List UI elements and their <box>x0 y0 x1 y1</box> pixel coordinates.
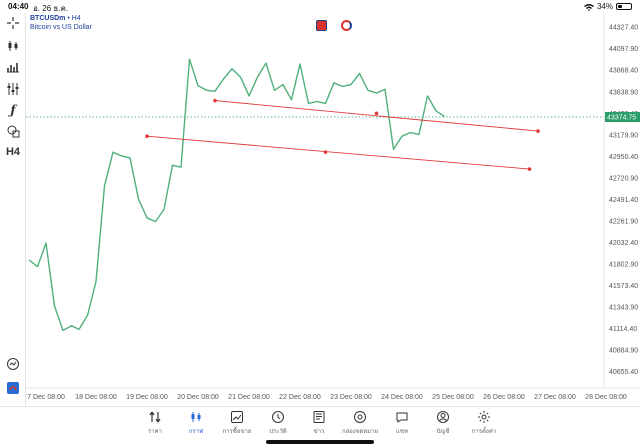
sliders-icon[interactable] <box>5 81 21 97</box>
nav-item-chart[interactable]: กราฟ <box>176 410 216 436</box>
quotes-icon <box>149 411 161 423</box>
mailbox-icon <box>354 411 366 423</box>
trendline-handle[interactable] <box>213 98 217 103</box>
symbol-timeframe: H4 <box>71 15 81 22</box>
y-tick-label: 43638.90 <box>609 89 638 96</box>
function-icon[interactable]: ƒ <box>10 103 16 117</box>
status-date: อ. 26 ธ.ค. <box>33 4 69 13</box>
y-tick-label: 41573.40 <box>609 283 638 290</box>
trendline-handle[interactable] <box>145 134 149 139</box>
y-tick-label: 44097.90 <box>609 46 638 53</box>
status-right: 34% <box>583 2 632 11</box>
y-tick-label: 42032.40 <box>609 240 638 247</box>
y-tick-label: 43868.40 <box>609 68 638 75</box>
x-tick-label: 24 Dec 08:00 <box>381 394 423 401</box>
account-icon <box>437 411 449 423</box>
chat-icon <box>396 412 408 423</box>
chart-area[interactable]: BTCUSDm • H4 Bitcoin vs US Dollar 44327.… <box>26 13 640 405</box>
y-tick-label: 42491.40 <box>609 197 638 204</box>
crosshair-icon[interactable] <box>5 15 21 31</box>
x-tick-label: 19 Dec 08:00 <box>126 394 168 401</box>
news-icon <box>313 411 325 423</box>
current-price-label: 43374.75 <box>607 115 636 122</box>
indicators-icon[interactable] <box>5 59 21 75</box>
x-tick-label: 25 Dec 08:00 <box>432 394 474 401</box>
trendline-handle[interactable] <box>374 111 379 116</box>
one-click-trading-icon[interactable] <box>316 20 327 31</box>
timeframe-button[interactable]: H4 <box>5 146 21 158</box>
nav-item-label: ประวัติ <box>269 429 287 435</box>
trendline[interactable] <box>214 100 539 132</box>
chart-icon <box>191 412 201 422</box>
nav-item-label: ข่าว <box>313 429 325 435</box>
price-series-line <box>28 58 445 332</box>
nav-item-news[interactable]: ข่าว <box>299 410 339 436</box>
trading-panel-icon[interactable] <box>5 380 21 396</box>
status-time: 04:40 <box>8 2 29 11</box>
wifi-icon <box>583 3 594 11</box>
y-tick-label: 42720.90 <box>609 175 638 182</box>
nav-item-label: แชท <box>396 429 408 435</box>
sync-icon[interactable] <box>341 20 352 31</box>
y-tick-label: 41343.90 <box>609 304 638 311</box>
status-bar: 04:40 อ. 26 ธ.ค. 34% <box>0 0 640 13</box>
x-tick-label: 22 Dec 08:00 <box>279 394 321 401</box>
y-tick-label: 42261.90 <box>609 218 638 225</box>
trendline-handle[interactable] <box>527 167 532 171</box>
history-icon <box>272 411 284 423</box>
x-tick-label: 21 Dec 08:00 <box>228 394 270 401</box>
trendline-handle[interactable] <box>323 150 328 154</box>
battery-percent: 34% <box>596 2 613 11</box>
battery-icon <box>616 3 632 10</box>
home-indicator <box>266 440 374 444</box>
price-chart[interactable]: 44327.4044097.9043868.4043638.9043409.40… <box>26 13 640 405</box>
settings-icon <box>478 411 490 423</box>
bottom-navigation: ราคา กราฟ การซื้อขาย ประวัติ ข่าว กล่องจดหมาย… <box>0 406 640 447</box>
y-tick-label: 40884.90 <box>609 348 638 355</box>
shapes-icon[interactable] <box>5 123 21 139</box>
nav-item-history[interactable]: ประวัติ <box>258 410 298 436</box>
symbol-label: BTCUSDm • H4 <box>30 15 81 22</box>
y-tick-label: 41114.40 <box>609 326 637 333</box>
trade-icon <box>231 411 243 423</box>
nav-item-label: กราฟ <box>188 429 204 435</box>
chart-top-icons <box>316 20 352 31</box>
trendline-handle[interactable] <box>536 129 540 133</box>
symbol-name: BTCUSDm <box>30 15 66 22</box>
y-tick-label: 41802.90 <box>609 261 638 268</box>
nav-item-quotes[interactable]: ราคา <box>135 410 175 436</box>
x-tick-label: 28 Dec 08:00 <box>585 394 627 401</box>
x-tick-label: 23 Dec 08:00 <box>330 394 372 401</box>
x-tick-label: 7 Dec 08:00 <box>27 394 65 401</box>
x-tick-label: 26 Dec 08:00 <box>483 394 525 401</box>
nav-item-label: ราคา <box>148 429 162 435</box>
search-icon[interactable] <box>5 356 21 372</box>
nav-item-mailbox[interactable]: กล่องจดหมาย <box>340 410 380 436</box>
drawing-toolbar: ƒ H4 <box>0 13 26 405</box>
chart-type-icon[interactable] <box>5 38 21 54</box>
y-tick-label: 43179.90 <box>609 132 638 139</box>
nav-item-label: บัญชี <box>436 429 450 435</box>
nav-item-label: กล่องจดหมาย <box>341 429 379 435</box>
y-tick-label: 44327.40 <box>609 25 638 32</box>
timeframe-separator: • <box>67 15 70 22</box>
y-tick-label: 42950.40 <box>609 154 638 161</box>
current-price-badge <box>605 112 640 123</box>
nav-item-trade[interactable]: การซื้อขาย <box>217 410 257 436</box>
nav-item-chat[interactable]: แชท <box>382 410 422 436</box>
nav-item-account[interactable]: บัญชี <box>423 410 463 436</box>
x-tick-label: 27 Dec 08:00 <box>534 394 576 401</box>
symbol-description: Bitcoin vs US Dollar <box>30 24 92 31</box>
y-tick-label: 40655.40 <box>609 369 638 376</box>
nav-item-settings[interactable]: การตั้งค่า <box>464 410 504 436</box>
trendline[interactable] <box>146 135 530 170</box>
x-tick-label: 20 Dec 08:00 <box>177 394 219 401</box>
nav-item-label: การตั้งค่า <box>471 429 497 435</box>
x-tick-label: 18 Dec 08:00 <box>75 394 117 401</box>
nav-item-label: การซื้อขาย <box>222 429 252 435</box>
